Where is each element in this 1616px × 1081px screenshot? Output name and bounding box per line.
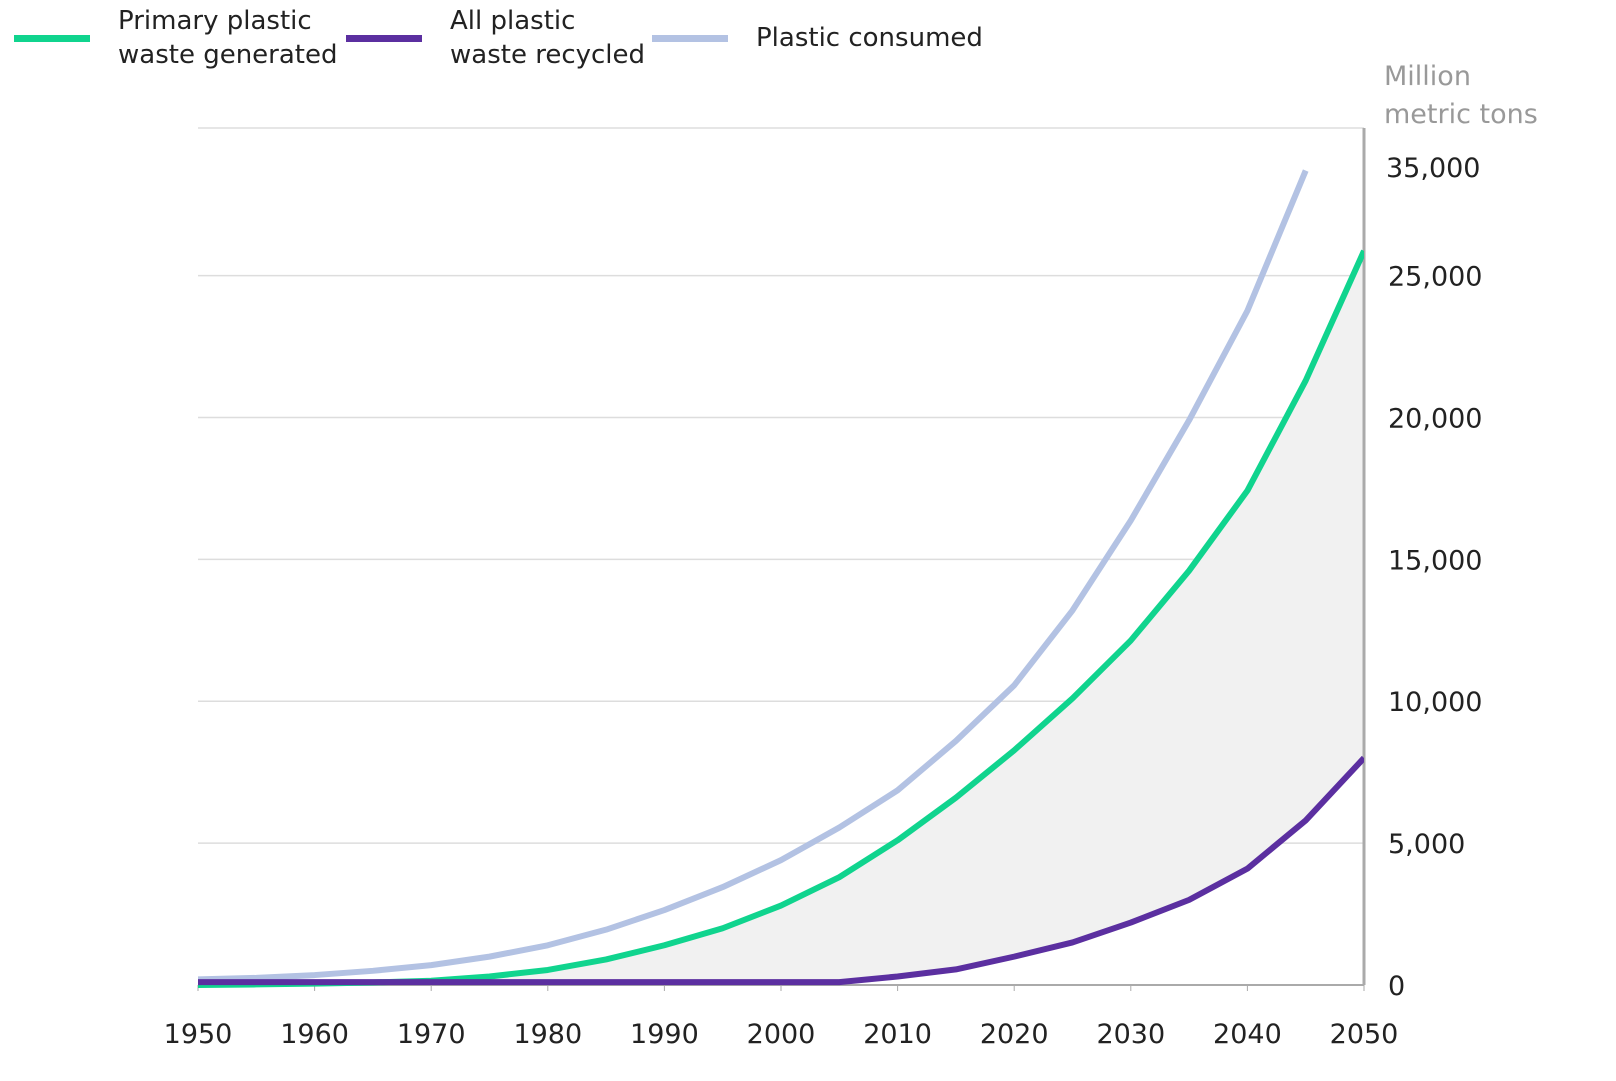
y-tick-label: 20,000 [1388,403,1482,434]
y-tick-label: 0 [1388,971,1405,1002]
legend-swatch [14,34,90,42]
legend-label: All plastic waste recycled [450,6,646,70]
y-tick-label: 10,000 [1388,687,1482,718]
gap-area [198,250,1364,985]
y-tick-label: 15,000 [1388,545,1482,576]
series-line [198,755,1364,986]
x-tick-label: 1990 [630,1019,699,1050]
legend-label: Plastic consumed [756,23,983,53]
y-top-label: 35,000 [1386,153,1480,184]
legend-item: Plastic consumed [652,3,1016,73]
x-tick-label: 1960 [280,1019,349,1050]
x-tick-label: 1970 [397,1019,466,1050]
legend-swatch [652,34,728,42]
x-tick-label: 2040 [1213,1019,1282,1050]
y-axis-title: Million metric tons [1384,61,1538,130]
y-tick-label: 5,000 [1388,829,1465,860]
x-tick-label: 2030 [1096,1019,1165,1050]
x-tick-label: 2000 [747,1019,816,1050]
legend-item: Primary plastic waste generated [14,3,348,73]
x-tick-label: 2020 [980,1019,1049,1050]
legend-label: Primary plastic waste generated [118,6,338,70]
x-tick-label: 1950 [164,1019,233,1050]
series-line [198,169,1309,983]
y-tick-label: 25,000 [1388,262,1482,293]
legend-swatch [346,34,422,42]
x-tick-label: 1980 [513,1019,582,1050]
x-tick-label: 2050 [1330,1019,1399,1050]
x-tick-label: 2010 [863,1019,932,1050]
legend-item: All plastic waste recycled [346,3,650,73]
